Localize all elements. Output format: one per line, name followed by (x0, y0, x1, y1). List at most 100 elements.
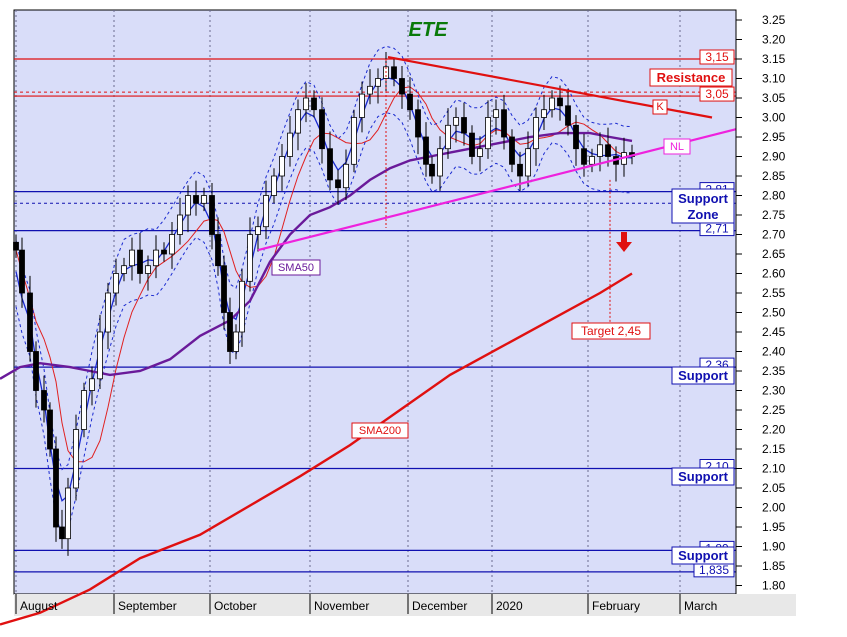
candle-body (477, 148, 483, 157)
plot-area (13, 9, 737, 595)
y-tick-label: 2.15 (762, 442, 786, 456)
x-tick-label: November (314, 599, 369, 613)
candle-body (65, 487, 71, 540)
candle-body (47, 409, 53, 450)
candle-body (453, 117, 459, 126)
x-tick-label: December (412, 599, 467, 613)
candle-body (279, 156, 285, 177)
y-tick-label: 2.05 (762, 481, 786, 495)
candle-body (27, 292, 33, 352)
y-tick-label: 2.90 (762, 150, 786, 164)
x-tick-label: September (118, 599, 177, 613)
candle-body (137, 249, 143, 274)
upper-band-line (15, 45, 633, 471)
candle-body (263, 195, 269, 228)
sma50-line (0, 131, 633, 380)
candle-body (53, 448, 59, 528)
candle-body (509, 136, 515, 165)
candle-body (129, 249, 135, 267)
candle-body (391, 66, 397, 79)
candle-body (541, 109, 547, 118)
candle-body (327, 148, 333, 181)
y-tick-label: 2.75 (762, 208, 786, 222)
candle-body (161, 249, 167, 255)
y-tick-label: 3.00 (762, 111, 786, 125)
y-tick-label: 2.60 (762, 267, 786, 281)
candle-body (501, 109, 507, 138)
sma200-line (0, 272, 633, 626)
candle-body (221, 265, 227, 313)
support-label-a: Support (678, 368, 728, 383)
level-label: 2,71 (705, 222, 729, 236)
candle-body (407, 93, 413, 111)
y-tick-label: 2.10 (762, 462, 786, 476)
y-tick-label: 2.25 (762, 403, 786, 417)
candle-body (399, 78, 405, 95)
candle-body (311, 97, 317, 111)
candle-body (573, 124, 579, 150)
candle-body (41, 390, 47, 411)
candle-body (73, 429, 79, 489)
x-axis: August September October November December 20… (15, 594, 717, 614)
candle-body (169, 234, 175, 255)
axis-area (736, 10, 796, 600)
candle-body (209, 195, 215, 235)
candle-body (121, 265, 127, 274)
candle-body (429, 163, 435, 177)
candle-body (423, 136, 429, 165)
support-zone-box (671, 188, 735, 224)
support-label-b-box (671, 467, 735, 486)
candle-body (581, 148, 587, 165)
y-tick-label: 3.10 (762, 72, 786, 86)
down-arrow-shaft (621, 232, 627, 242)
sma50-label: SMA50 (278, 262, 314, 274)
target-label: Target 2,45 (581, 324, 641, 338)
y-tick-label: 2.95 (762, 130, 786, 144)
x-tick-label: October (214, 599, 257, 613)
y-tick-label: 3.25 (762, 13, 786, 27)
candle-body (271, 175, 277, 196)
candle-body (97, 331, 103, 380)
candle-body (177, 214, 183, 235)
annotations: 3,153,052,812,712,362,101,891,835Resista… (271, 49, 735, 578)
support-label-c-box (671, 546, 735, 565)
y-tick-label: 1.95 (762, 520, 786, 534)
candle-body (89, 378, 95, 391)
resistance-label: Resistance (657, 70, 726, 85)
k-label: K (656, 101, 664, 113)
candle-body (319, 109, 325, 150)
candle-body (145, 265, 151, 274)
candle-body (589, 156, 595, 165)
down-arrow-head (616, 242, 632, 252)
nl-label: NL (670, 141, 684, 153)
candle-body (359, 93, 365, 118)
y-tick-label: 2.00 (762, 501, 786, 515)
y-tick-label: 2.80 (762, 189, 786, 203)
candle-body (461, 117, 467, 134)
y-tick-label: 1.90 (762, 540, 786, 554)
candlesticks (13, 51, 635, 556)
candle-body (287, 132, 293, 157)
candle-body (239, 280, 245, 333)
candle-body (105, 292, 111, 333)
candle-body (255, 226, 261, 235)
k-label-box (652, 99, 668, 115)
candle-body (493, 109, 499, 118)
candle-body (153, 249, 159, 267)
y-axis: 3.25 3.20 3.15 3.10 3.05 3.00 2.95 2.90 2.85 2.80… (735, 10, 786, 594)
level-label: 1,835 (699, 563, 729, 577)
support-label-c: Support (678, 548, 728, 563)
level-label: 3,05 (705, 87, 729, 101)
sma200-label: SMA200 (359, 425, 401, 437)
candle-body (367, 85, 373, 95)
level-lines (14, 58, 736, 573)
candle-body (343, 163, 349, 189)
y-tick-label: 2.50 (762, 306, 786, 320)
x-tick-label: March (684, 599, 717, 613)
candle-body (485, 117, 491, 150)
candle-body (469, 132, 475, 157)
sma200-label-box (351, 422, 409, 439)
y-tick-label: 3.15 (762, 52, 786, 66)
candle-body (525, 148, 531, 177)
